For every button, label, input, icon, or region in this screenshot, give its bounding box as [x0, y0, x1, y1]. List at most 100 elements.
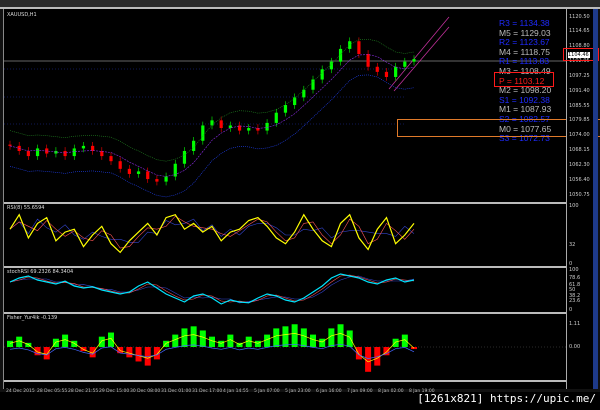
candle-body [192, 140, 196, 151]
candle-body [81, 145, 86, 149]
fisher-bar [245, 336, 252, 347]
fisher-pane-separator[interactable] [4, 312, 567, 314]
candle-body [109, 156, 113, 162]
time-tick: 31 Dec 17:00 [192, 389, 223, 394]
candle-body [375, 66, 379, 72]
fisher-bar [7, 340, 13, 347]
fisher-bar [34, 347, 41, 356]
candle-body [146, 171, 150, 180]
pivot-highlight-box [494, 72, 554, 87]
fisher-bar [401, 334, 408, 347]
candle-body [201, 125, 205, 141]
fisher-bar [71, 340, 78, 347]
fisher-bar [337, 324, 344, 347]
channel-line [388, 16, 450, 90]
chart-area[interactable]: XAUUSD,H1 RSI(8) 55.6594 stochRSI 69.232… [3, 9, 600, 394]
indicator-tick: 1.11 [569, 320, 581, 327]
fisher-bar [328, 328, 335, 347]
fisher-bar [153, 347, 160, 360]
indicator-signal-line [9, 215, 415, 249]
candle-body [118, 161, 122, 169]
indicator-tick: 38.2 [569, 292, 581, 299]
time-pane-separator[interactable] [4, 380, 567, 382]
fisher-bar [172, 334, 179, 347]
candle-body [182, 150, 187, 164]
m0-highlight-box [397, 119, 600, 137]
price-tick: 1074.00 [569, 132, 590, 139]
fisher-bar [310, 334, 316, 347]
time-tick: 4 Jan 14:55 [223, 389, 249, 394]
indicator-main-line [9, 213, 415, 254]
fisher-bar [273, 328, 280, 347]
candle-body [237, 125, 242, 131]
fisher-blue-line [9, 343, 415, 359]
band-upper-line [9, 38, 415, 162]
rsi-pane-separator[interactable] [4, 202, 567, 204]
chart-svg [4, 16, 567, 372]
candle-body [35, 148, 40, 157]
candle-body [210, 120, 214, 126]
time-tick: 7 Jan 09:00 [347, 389, 373, 394]
fisher-bar [383, 347, 390, 356]
fisher-bar [392, 338, 399, 347]
main-pane-title: XAUUSD,H1 [7, 12, 37, 18]
indicator-main-line [9, 273, 415, 305]
rsi-pane-title: RSI(8) 55.6594 [7, 205, 45, 211]
price-axis[interactable]: 1104.46 1120.50 1114.65 1108.80 1102.95 1097… [566, 9, 593, 389]
price-tick: 1068.15 [569, 147, 590, 154]
candle-body [72, 148, 76, 157]
chart-window: XAUUSD,H1 RSI(8) 55.6594 stochRSI 69.232… [0, 0, 600, 394]
fisher-bar [319, 338, 326, 347]
fisher-bar [254, 340, 261, 347]
time-tick: 30 Dec 08:00 [130, 389, 161, 394]
time-tick: 28 Dec 05:55 [37, 389, 68, 394]
channel-line [393, 26, 450, 92]
indicator-tick: 0.00 [569, 343, 581, 350]
candle-body [91, 145, 95, 151]
fisher-bar [126, 347, 133, 358]
fisher-bar [108, 332, 114, 347]
fisher-bar [144, 347, 151, 366]
price-tick: 1062.30 [569, 162, 590, 168]
pivot-label: R2 = 1123.67 [499, 37, 550, 48]
price-tick: 1097.25 [569, 72, 590, 79]
candle-body [283, 105, 288, 113]
time-tick: 8 Jan 19:00 [409, 389, 435, 394]
candle-body [265, 122, 269, 131]
fisher-bar [209, 336, 215, 347]
pivot-label: M5 = 1129.03 [499, 27, 551, 38]
fisher-bar [25, 342, 32, 347]
price-tick: 1102.95 [569, 58, 590, 65]
indicator-tick: 23.6 [569, 298, 581, 304]
stochrsi-pane-separator[interactable] [4, 266, 567, 268]
fisher-bar [300, 328, 307, 347]
indicator-tick: 0 [569, 306, 573, 313]
indicator-tick: 32 [569, 241, 576, 248]
candle-body [329, 61, 333, 70]
candle-body [8, 144, 12, 146]
scrollbar[interactable] [593, 9, 598, 389]
fisher-bar [190, 326, 197, 347]
time-tick: 24 Dec 2015 [6, 389, 35, 394]
pivot-label: M3 = 1108.49 [499, 66, 551, 76]
candle-body [26, 150, 30, 157]
pivot-label: S1 = 1092.38 [499, 94, 550, 105]
pivot-label: M2 = 1098.20 [499, 85, 552, 96]
candle-body [127, 168, 131, 174]
candle-body [394, 66, 398, 77]
indicator-band-line [9, 218, 415, 243]
indicator-tick: 61.8 [569, 281, 581, 288]
candle-body [164, 176, 168, 182]
fisher-bar [291, 324, 298, 347]
indicator-tick: 50 [569, 287, 576, 294]
price-tick: 1108.80 [569, 43, 590, 50]
indicator-tick: 100 [569, 266, 579, 273]
window-titlebar [0, 0, 600, 9]
candle-body [247, 128, 251, 131]
indicator-tick: 100 [569, 202, 579, 209]
fisher-bar [98, 336, 105, 347]
time-tick: 8 Jan 02:00 [378, 389, 404, 394]
candle-body [366, 54, 370, 67]
fisher-bar [43, 347, 50, 360]
fisher-bar [365, 347, 372, 372]
